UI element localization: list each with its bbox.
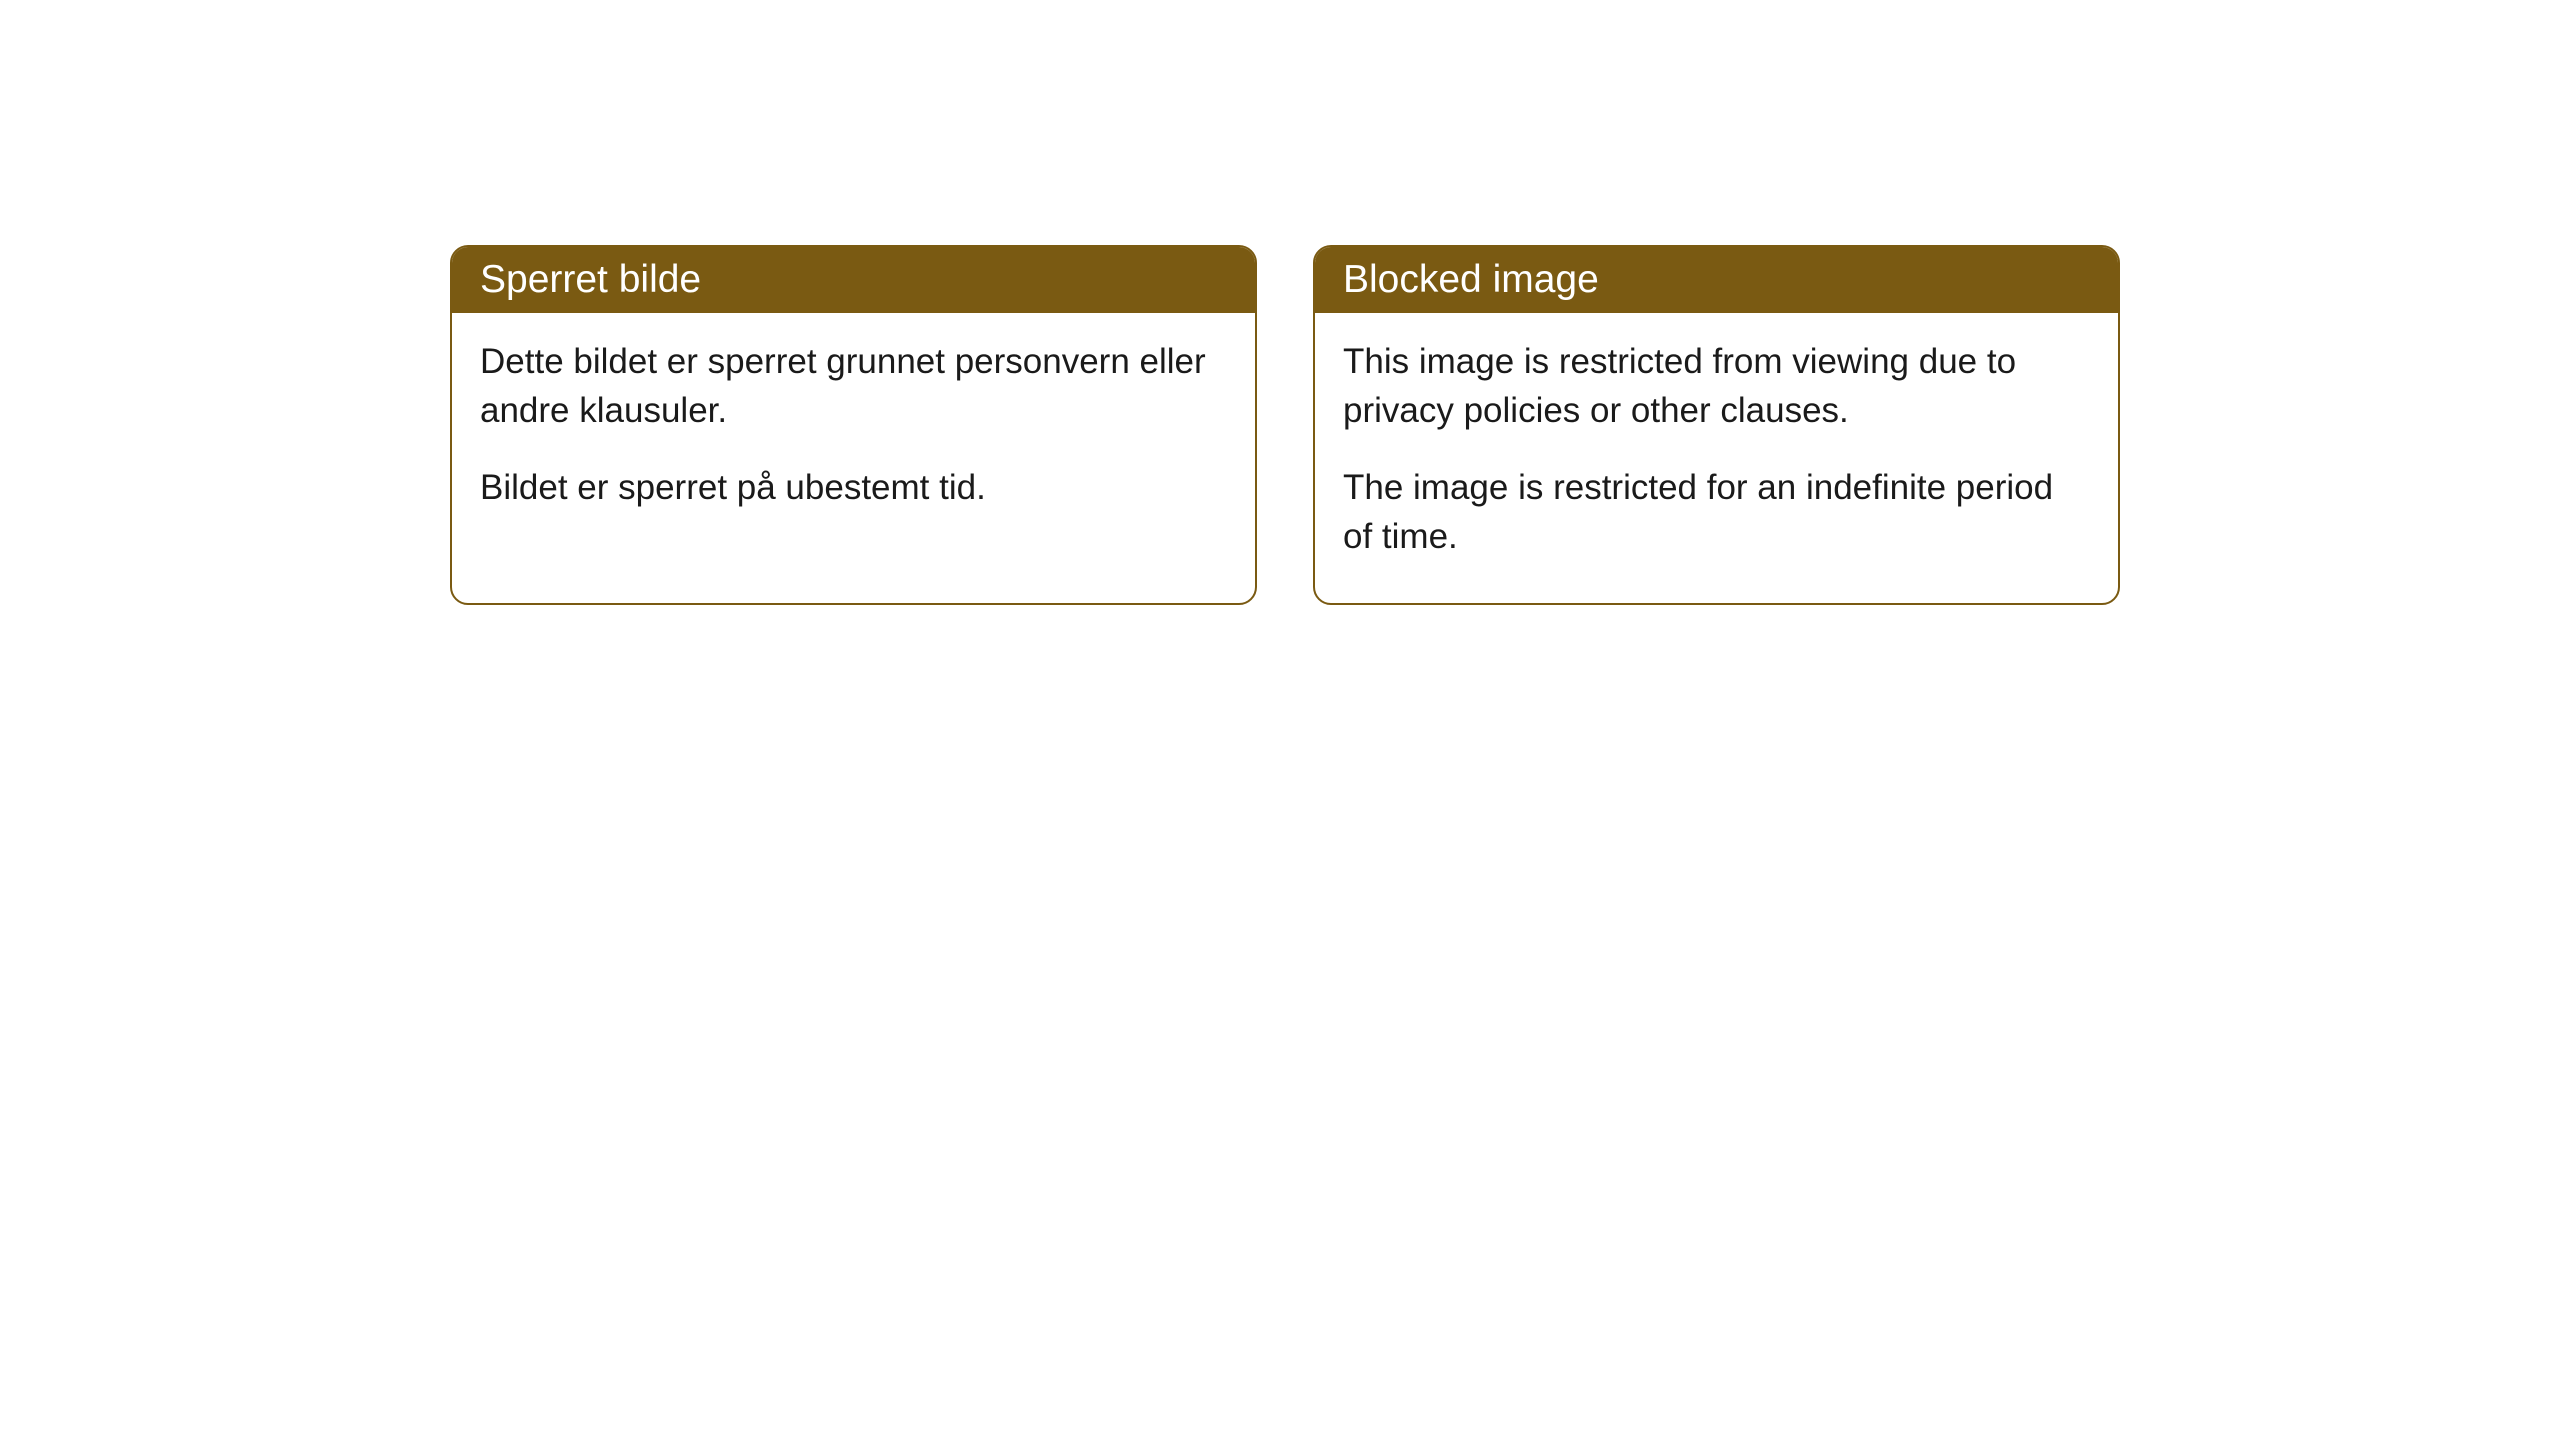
card-paragraph: This image is restricted from viewing du… (1343, 337, 2090, 435)
card-paragraph: Bildet er sperret på ubestemt tid. (480, 463, 1227, 512)
card-title: Sperret bilde (480, 258, 701, 301)
blocked-image-card-norwegian: Sperret bilde Dette bildet er sperret gr… (450, 245, 1257, 605)
card-paragraph: The image is restricted for an indefinit… (1343, 463, 2090, 561)
blocked-image-card-english: Blocked image This image is restricted f… (1313, 245, 2120, 605)
card-header: Blocked image (1315, 247, 2118, 313)
card-header: Sperret bilde (452, 247, 1255, 313)
card-body: Dette bildet er sperret grunnet personve… (452, 313, 1255, 554)
card-title: Blocked image (1343, 258, 1599, 301)
card-body: This image is restricted from viewing du… (1315, 313, 2118, 603)
notice-cards-container: Sperret bilde Dette bildet er sperret gr… (450, 245, 2120, 605)
card-paragraph: Dette bildet er sperret grunnet personve… (480, 337, 1227, 435)
